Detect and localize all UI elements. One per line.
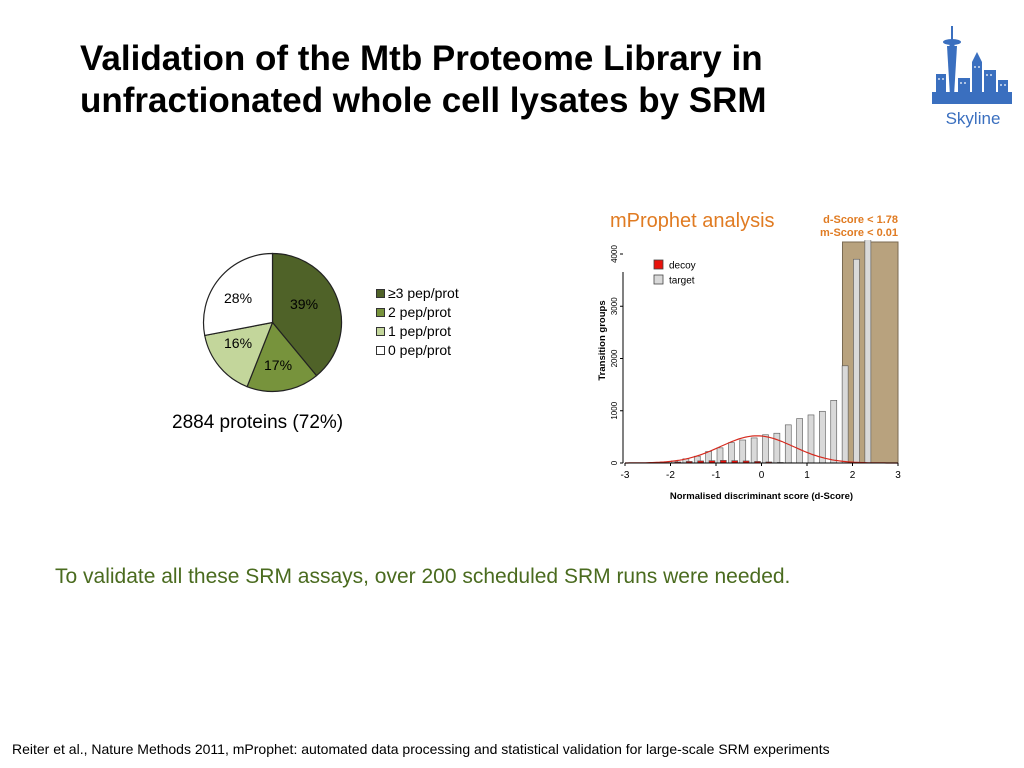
legend-label: 0 pep/prot — [388, 342, 452, 358]
mprophet-title: mProphet analysis — [610, 210, 775, 232]
x-tick-label: 0 — [759, 470, 765, 481]
pie-svg — [202, 252, 343, 393]
target-bar — [762, 434, 769, 464]
slide-title: Validation of the Mtb Proteome Library i… — [80, 38, 900, 122]
hist-legend-swatch — [653, 259, 664, 270]
logo-text: Skyline — [946, 109, 1001, 128]
legend-swatch — [376, 327, 385, 336]
threshold-m: m-Score < 0.01 — [820, 227, 898, 239]
legend-item: 2 pep/prot — [376, 303, 459, 322]
y-tick-label: 2000 — [610, 349, 619, 367]
y-tick-label: 3000 — [610, 297, 619, 315]
threshold-d: d-Score < 1.78 — [823, 214, 898, 226]
target-bar — [773, 432, 781, 464]
hist-legend-label: target — [669, 276, 695, 287]
target-bar — [728, 442, 735, 464]
target-bar — [796, 418, 803, 464]
hist-legend-label: decoy — [669, 261, 696, 272]
target-bar — [841, 365, 849, 464]
target-bar — [819, 410, 826, 464]
x-tick-label: -3 — [621, 470, 630, 481]
pie-label-0: 39% — [290, 296, 319, 312]
pie-legend: ≥3 pep/prot 2 pep/prot 1 pep/prot 0 pep/… — [376, 284, 459, 360]
target-bar — [750, 437, 758, 464]
legend-item: ≥3 pep/prot — [376, 284, 459, 303]
x-tick-label: 1 — [804, 470, 810, 481]
title-line-2: unfractionated whole cell lysates by SRM — [80, 81, 767, 120]
pie-slice — [204, 321, 274, 388]
legend-swatch — [376, 289, 385, 298]
legend-swatch — [376, 346, 385, 355]
pie-label-1: 17% — [264, 357, 293, 373]
target-bar — [830, 400, 838, 464]
legend-swatch — [376, 308, 385, 317]
pie-label-2: 16% — [224, 335, 253, 351]
target-bar — [807, 414, 815, 464]
x-tick-label: 2 — [850, 470, 856, 481]
legend-label: ≥3 pep/prot — [388, 285, 459, 301]
title-line-1: Validation of the Mtb Proteome Library i… — [80, 39, 763, 78]
skyline-logo: Skyline — [932, 26, 1012, 128]
x-axis-label: Normalised discriminant score (d-Score) — [670, 491, 853, 502]
pie-caption: 2884 proteins (72%) — [172, 412, 344, 433]
y-tick-label: 4000 — [610, 245, 619, 263]
target-bar — [739, 439, 747, 464]
target-bar — [864, 240, 872, 464]
reference-citation: Reiter et al., Nature Methods 2011, mPro… — [12, 741, 830, 757]
pie-slice — [271, 252, 343, 377]
y-axis-label: Transition groups — [597, 300, 608, 380]
legend-item: 0 pep/prot — [376, 341, 459, 360]
y-tick-label: 1000 — [610, 401, 619, 419]
y-tick-label: 0 — [610, 460, 619, 465]
target-bar — [853, 258, 860, 464]
legend-label: 1 pep/prot — [388, 323, 452, 339]
legend-item: 1 pep/prot — [376, 322, 459, 341]
pie-label-3: 28% — [224, 290, 253, 306]
slide-note: To validate all these SRM assays, over 2… — [55, 565, 791, 588]
decoy-fit-curve — [625, 435, 898, 464]
pie-chart — [200, 250, 345, 395]
hist-legend-swatch — [653, 274, 664, 285]
x-tick-label: -1 — [712, 470, 721, 481]
pie-slice — [202, 252, 274, 337]
x-tick-label: -2 — [666, 470, 675, 481]
dscore-histogram: -3 -2 -1 0 1 2 3 0 1000 2000 3000 4000 Normalised di… — [597, 240, 901, 502]
legend-label: 2 pep/prot — [388, 304, 452, 320]
x-tick-label: 3 — [895, 470, 901, 481]
threshold-annotation: d-Score < 1.78 m-Score < 0.01 — [800, 214, 898, 240]
pie-slice — [246, 321, 318, 393]
